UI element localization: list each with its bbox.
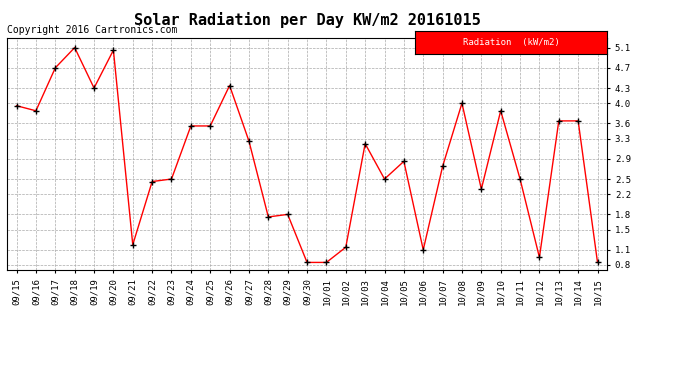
Text: Copyright 2016 Cartronics.com: Copyright 2016 Cartronics.com — [7, 25, 177, 35]
Title: Solar Radiation per Day KW/m2 20161015: Solar Radiation per Day KW/m2 20161015 — [134, 12, 480, 28]
